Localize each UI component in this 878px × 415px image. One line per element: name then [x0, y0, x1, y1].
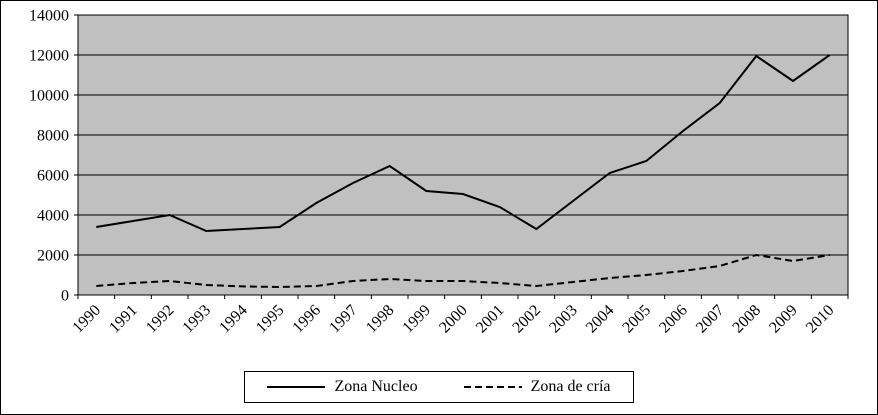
dashed-line-icon — [463, 386, 522, 388]
y-tick-label: 2000 — [37, 248, 69, 265]
legend-item-zona-nucleo: Zona Nucleo — [267, 378, 418, 396]
x-tick-label: 2003 — [546, 302, 581, 337]
x-tick-label: 2006 — [656, 302, 691, 337]
x-tick-label: 1997 — [326, 302, 361, 337]
x-tick-label: 1994 — [216, 302, 251, 337]
x-tick-label: 1998 — [363, 302, 398, 337]
series-line-dashed — [96, 253, 830, 289]
x-tick-label: 2004 — [583, 302, 618, 337]
x-tick-label: 1992 — [143, 302, 178, 337]
legend-label-zona-de-cria: Zona de cría — [530, 378, 611, 395]
chart-legend: Zona Nucleo Zona de cría — [244, 371, 634, 403]
y-tick-label: 4000 — [37, 208, 69, 225]
y-tick-label: 14000 — [29, 8, 69, 25]
x-tick-label: 2010 — [803, 302, 838, 337]
solid-line-icon — [267, 386, 326, 388]
x-tick-label: 1993 — [179, 302, 214, 337]
x-tick-label: 2002 — [509, 302, 544, 337]
x-tick-label: 2001 — [473, 302, 508, 337]
y-tick-label: 12000 — [29, 48, 69, 65]
legend-item-zona-de-cria: Zona de cría — [463, 378, 611, 396]
x-tick-label: 2009 — [766, 302, 801, 337]
series-line-solid — [96, 54, 831, 233]
x-tick-label: 2007 — [693, 302, 728, 337]
y-tick-label: 6000 — [37, 168, 69, 185]
x-tick-label: 2008 — [729, 302, 764, 337]
x-tick-label: 2000 — [436, 302, 471, 337]
y-tick-label: 8000 — [37, 128, 69, 145]
x-tick-label: 1996 — [289, 302, 324, 337]
y-tick-label: 0 — [61, 288, 69, 305]
x-tick-label: 1991 — [106, 302, 141, 337]
plot-area — [78, 15, 848, 295]
y-tick-label: 10000 — [29, 88, 69, 105]
x-tick-label: 1999 — [399, 302, 434, 337]
legend-label-zona-nucleo: Zona Nucleo — [334, 378, 418, 395]
x-tick-label: 1990 — [69, 302, 104, 337]
plot-border — [77, 14, 849, 296]
x-tick-label: 2005 — [619, 302, 654, 337]
x-tick-label: 1995 — [253, 302, 288, 337]
